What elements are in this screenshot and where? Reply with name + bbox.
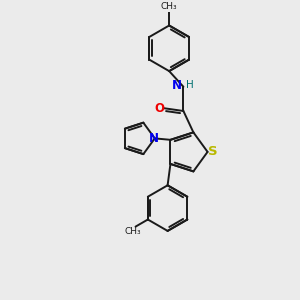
Text: CH₃: CH₃: [161, 2, 178, 10]
Text: N: N: [149, 132, 159, 145]
Text: S: S: [208, 146, 218, 158]
Text: CH₃: CH₃: [124, 227, 141, 236]
Text: H: H: [186, 80, 194, 90]
Text: O: O: [154, 102, 164, 115]
Text: N: N: [172, 79, 182, 92]
